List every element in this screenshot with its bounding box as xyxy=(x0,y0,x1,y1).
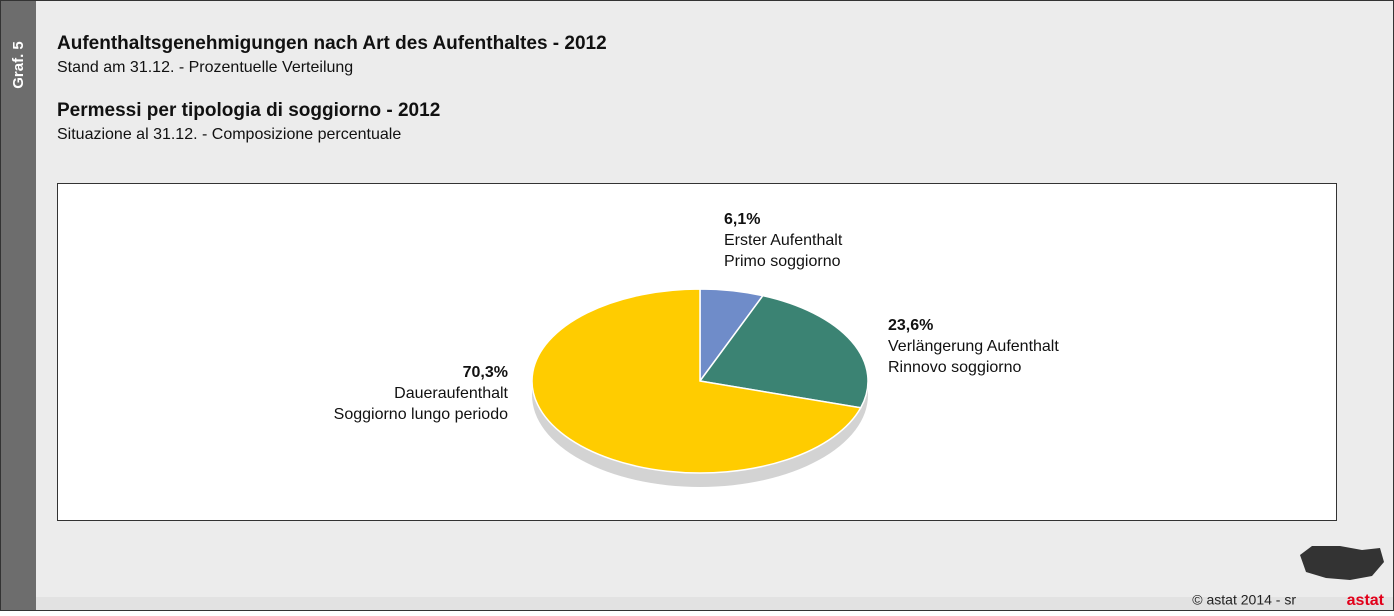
footer-band xyxy=(36,597,1394,611)
logo-shape xyxy=(1300,546,1384,580)
subtitle-it: Situazione al 31.12. - Composizione perc… xyxy=(57,126,401,143)
category-label: Verlängerung Aufenthalt xyxy=(888,338,1059,355)
pie-slice xyxy=(698,294,869,409)
category-label-it: Primo soggiorno xyxy=(724,253,841,270)
value-label: 70,3% xyxy=(463,364,508,381)
pie-slice xyxy=(531,288,862,474)
side-label: Graf. 5 xyxy=(10,41,27,89)
category-label: Erster Aufenthalt xyxy=(724,232,843,249)
logo xyxy=(1300,546,1384,580)
logo-text: astat xyxy=(1347,592,1385,609)
value-label: 6,1% xyxy=(724,211,760,228)
value-label: 23,6% xyxy=(888,317,933,334)
category-label-it: Rinnovo soggiorno xyxy=(888,359,1022,376)
category-label-it: Soggiorno lungo periodo xyxy=(334,406,508,423)
category-label: Daueraufenthalt xyxy=(394,385,508,402)
subtitle: Stand am 31.12. - Prozentuelle Verteilun… xyxy=(57,59,353,76)
copyright: © astat 2014 - sr xyxy=(1192,592,1296,608)
title: Aufenthaltsgenehmigungen nach Art des Au… xyxy=(57,33,607,54)
side-strip xyxy=(0,0,36,611)
title-it: Permessi per tipologia di soggiorno - 20… xyxy=(57,100,440,121)
